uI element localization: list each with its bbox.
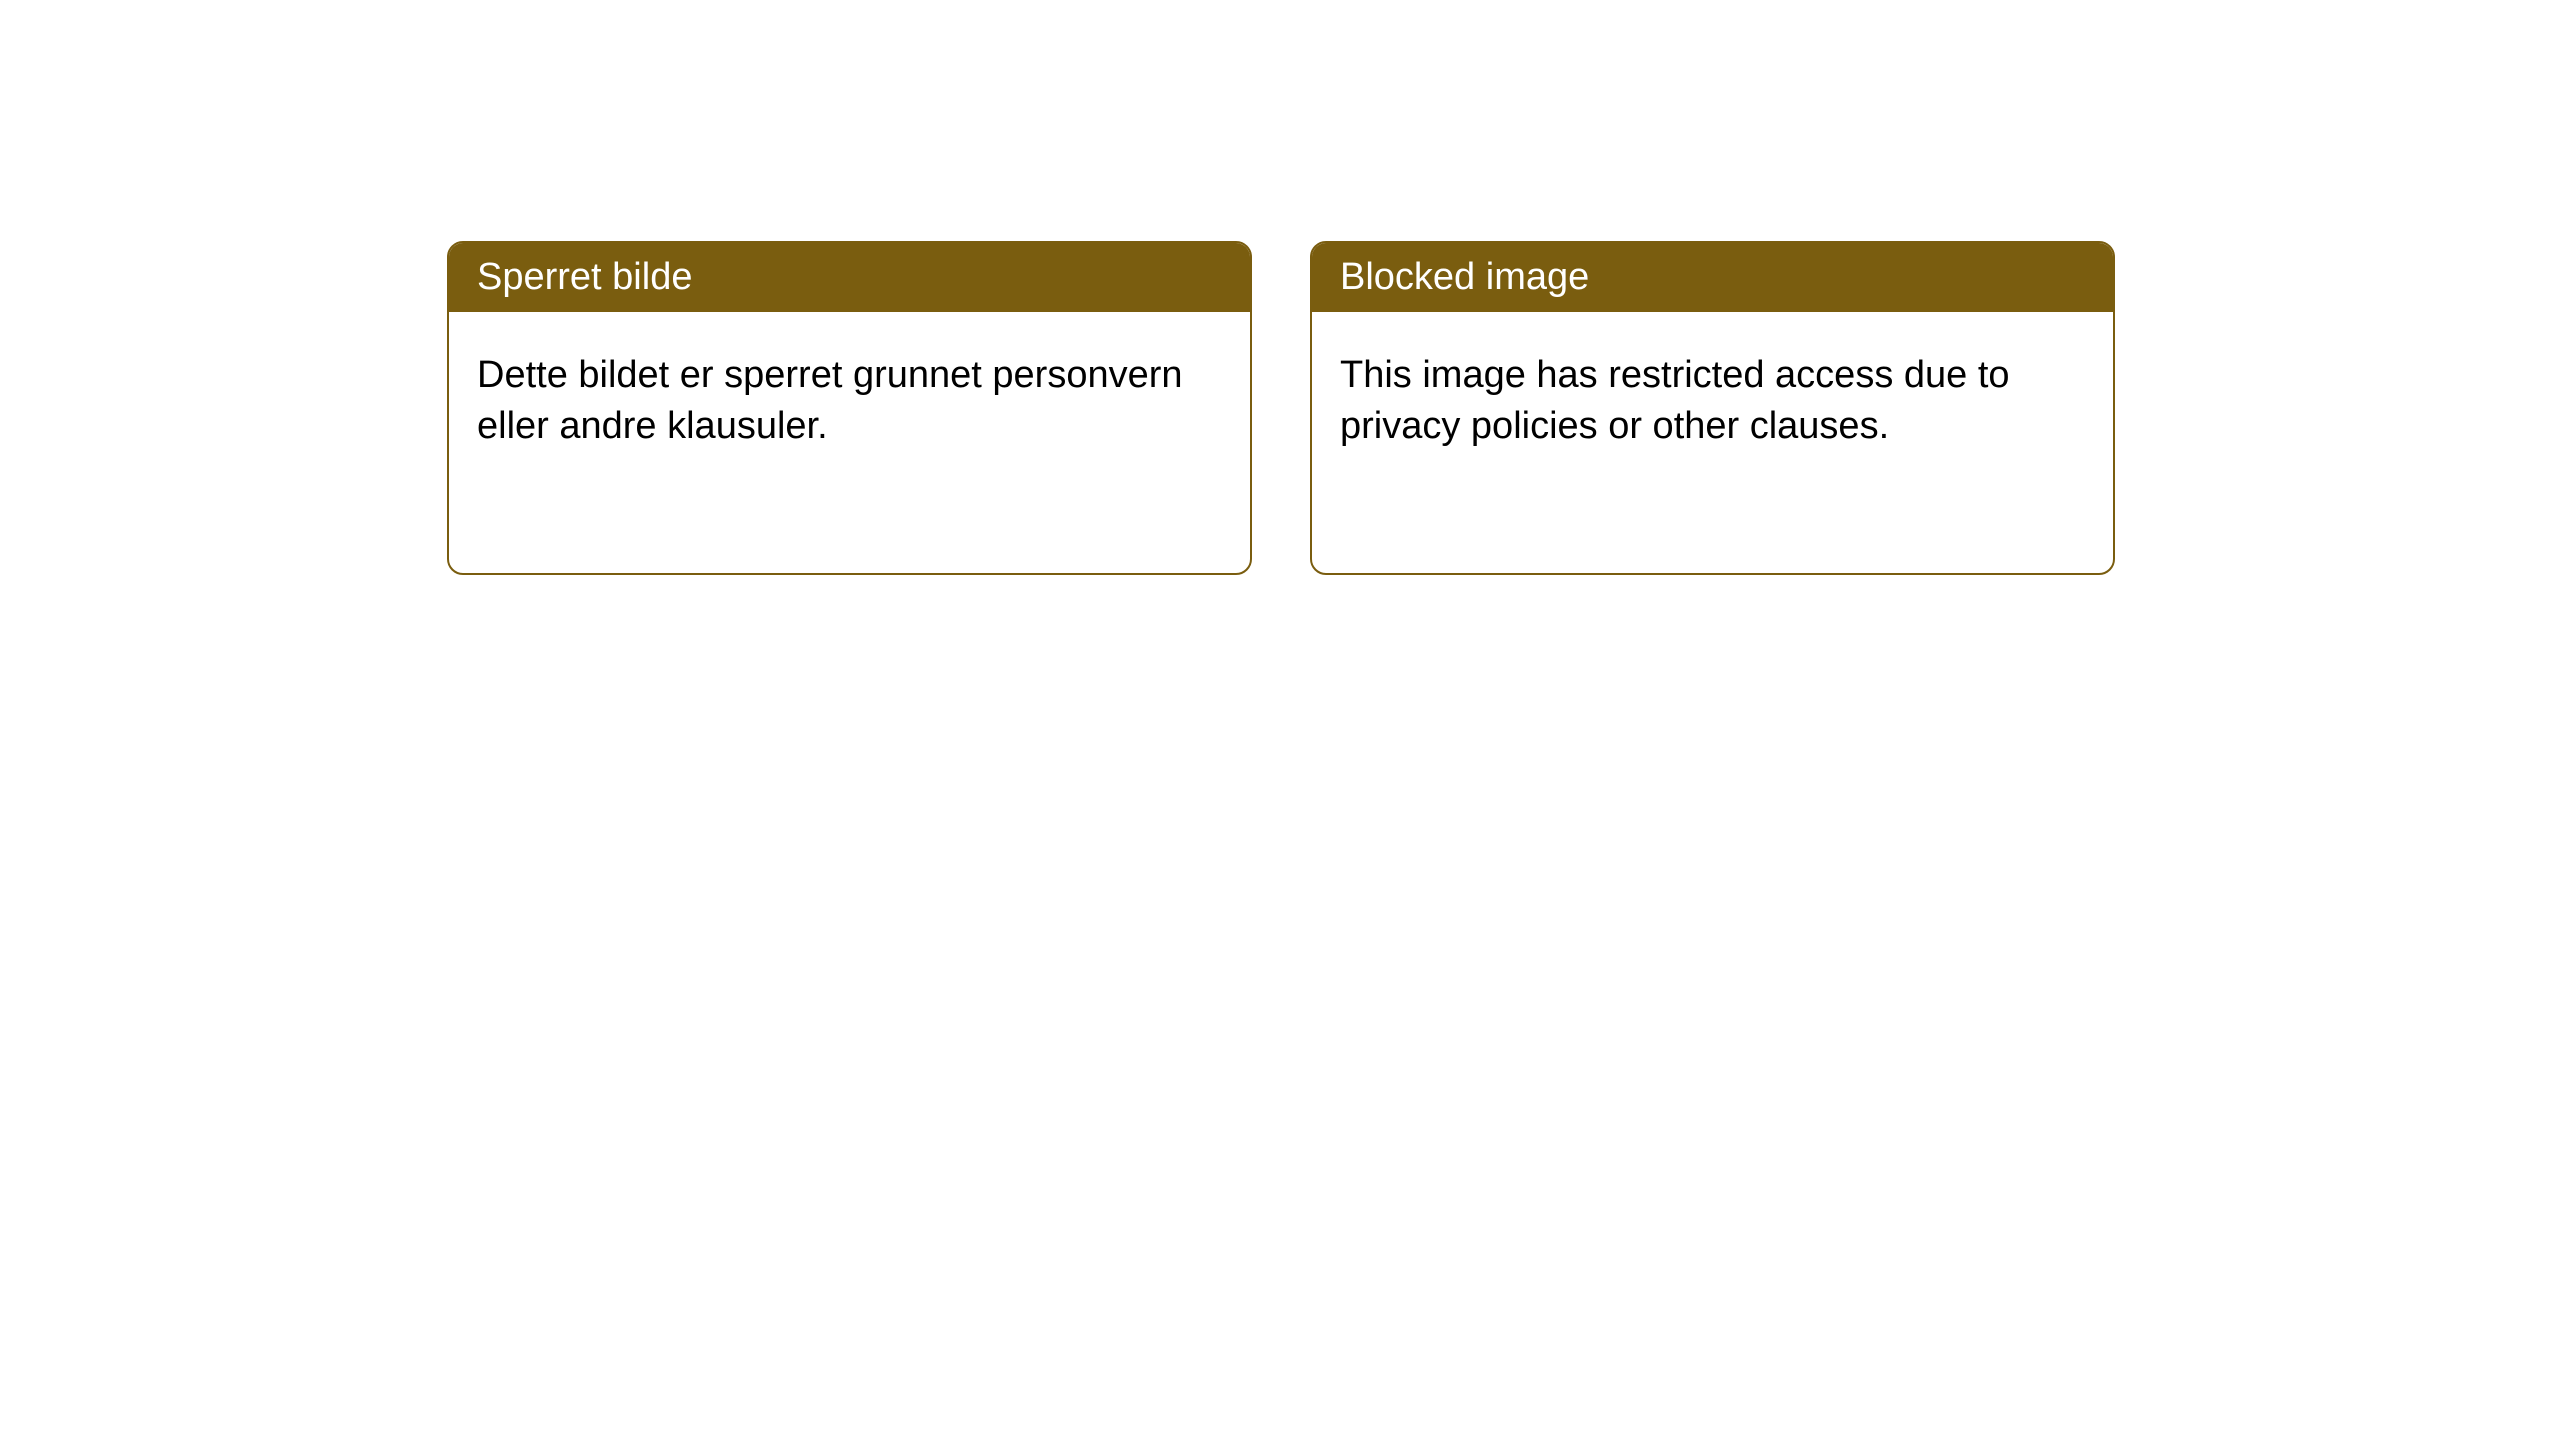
notice-body-english: This image has restricted access due to … xyxy=(1312,312,2113,491)
notice-container: Sperret bilde Dette bildet er sperret gr… xyxy=(0,0,2560,575)
notice-header-norwegian: Sperret bilde xyxy=(449,243,1250,312)
notice-title-english: Blocked image xyxy=(1340,256,1589,298)
notice-box-norwegian: Sperret bilde Dette bildet er sperret gr… xyxy=(447,241,1252,575)
notice-title-norwegian: Sperret bilde xyxy=(477,256,692,298)
notice-header-english: Blocked image xyxy=(1312,243,2113,312)
notice-text-norwegian: Dette bildet er sperret grunnet personve… xyxy=(477,354,1183,447)
notice-box-english: Blocked image This image has restricted … xyxy=(1310,241,2115,575)
notice-body-norwegian: Dette bildet er sperret grunnet personve… xyxy=(449,312,1250,491)
notice-text-english: This image has restricted access due to … xyxy=(1340,354,2010,447)
